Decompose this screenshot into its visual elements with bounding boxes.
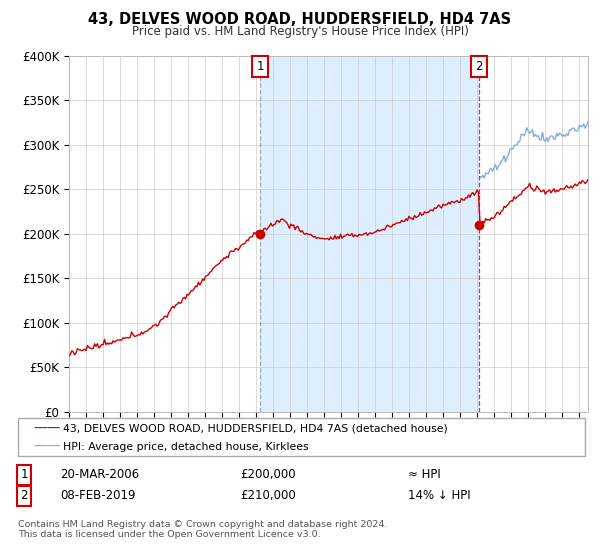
Text: 1: 1 xyxy=(256,60,263,73)
Text: ——: —— xyxy=(33,440,61,454)
Text: HPI: Average price, detached house, Kirklees: HPI: Average price, detached house, Kirk… xyxy=(63,442,308,452)
Text: 08-FEB-2019: 08-FEB-2019 xyxy=(60,489,136,502)
Bar xyxy=(260,56,479,412)
Text: Price paid vs. HM Land Registry's House Price Index (HPI): Price paid vs. HM Land Registry's House … xyxy=(131,25,469,38)
Text: 43, DELVES WOOD ROAD, HUDDERSFIELD, HD4 7AS (detached house): 43, DELVES WOOD ROAD, HUDDERSFIELD, HD4 … xyxy=(63,424,448,434)
Text: 2: 2 xyxy=(20,489,28,502)
Text: Contains HM Land Registry data © Crown copyright and database right 2024.
This d: Contains HM Land Registry data © Crown c… xyxy=(18,520,388,539)
Text: £210,000: £210,000 xyxy=(240,489,296,502)
Text: 14% ↓ HPI: 14% ↓ HPI xyxy=(408,489,470,502)
Text: ≈ HPI: ≈ HPI xyxy=(408,468,441,482)
Text: 20-MAR-2006: 20-MAR-2006 xyxy=(60,468,139,482)
Text: 1: 1 xyxy=(20,468,28,482)
Text: 43, DELVES WOOD ROAD, HUDDERSFIELD, HD4 7AS: 43, DELVES WOOD ROAD, HUDDERSFIELD, HD4 … xyxy=(88,12,512,27)
Text: £200,000: £200,000 xyxy=(240,468,296,482)
Text: ——: —— xyxy=(33,422,61,436)
Text: 2: 2 xyxy=(475,60,483,73)
